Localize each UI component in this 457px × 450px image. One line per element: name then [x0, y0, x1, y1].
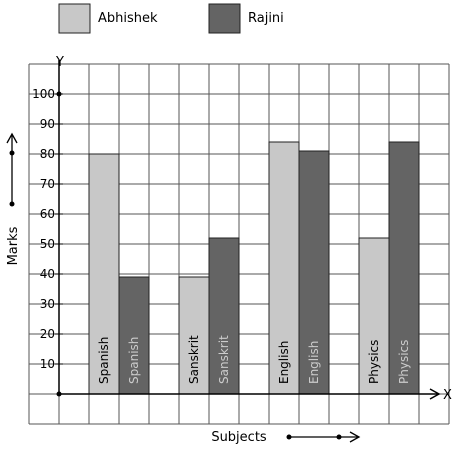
bars: Spanish Spanish Sanskrit Sanskrit English Eng…	[88, 141, 420, 395]
y-direction-arrow-icon	[6, 132, 18, 207]
y-tick-label: 40	[40, 267, 55, 281]
axes: YX	[55, 55, 452, 403]
legend-label-rajini: Rajini	[248, 11, 284, 26]
legend-label-abhishek: Abhishek	[98, 11, 158, 26]
bar-label-physics-rajini: Physics	[397, 340, 411, 384]
legend-swatch-abhishek	[58, 3, 91, 34]
y-tick-label: 80	[40, 147, 55, 161]
bar-label-english-rajini: English	[307, 341, 321, 384]
bar-label-sanskrit-abhishek: Sanskrit	[187, 335, 201, 384]
legend-swatch-rajini	[208, 3, 241, 34]
y-tick-label: 100	[32, 87, 55, 101]
x-direction-arrow-icon	[286, 431, 361, 443]
y-tick-label: 90	[40, 117, 55, 131]
x-axis-title: Subjects	[211, 430, 267, 445]
y-axis-title: Marks	[6, 226, 21, 265]
bar-label-spanish-abhishek: Spanish	[97, 337, 111, 384]
bar-label-sanskrit-rajini: Sanskrit	[217, 335, 231, 384]
y-tick-label: 10	[40, 357, 55, 371]
x-axis-arrowhead	[429, 388, 441, 400]
y-tick-label: 20	[40, 327, 55, 341]
bar-spanish-abhishek	[88, 153, 120, 395]
y-tick-label: 30	[40, 297, 55, 311]
bar-label-english-abhishek: English	[277, 341, 291, 384]
y-tick-labels: 10 20 30 40 50 60 70 80 90 100	[32, 87, 63, 371]
bar-label-spanish-rajini: Spanish	[127, 337, 141, 384]
y-axis-letter: Y	[55, 55, 64, 70]
bar-english-abhishek	[268, 141, 300, 395]
origin-dot	[56, 391, 62, 397]
bar-english-rajini	[298, 150, 330, 395]
legend: Abhishek Rajini	[58, 3, 284, 34]
bar-label-physics-abhishek: Physics	[367, 340, 381, 384]
y-tick-label: 60	[40, 207, 55, 221]
bar-physics-rajini	[388, 141, 420, 395]
y-tick-label: 50	[40, 237, 55, 251]
y-tick-label: 70	[40, 177, 55, 191]
x-axis-letter: X	[443, 388, 452, 403]
